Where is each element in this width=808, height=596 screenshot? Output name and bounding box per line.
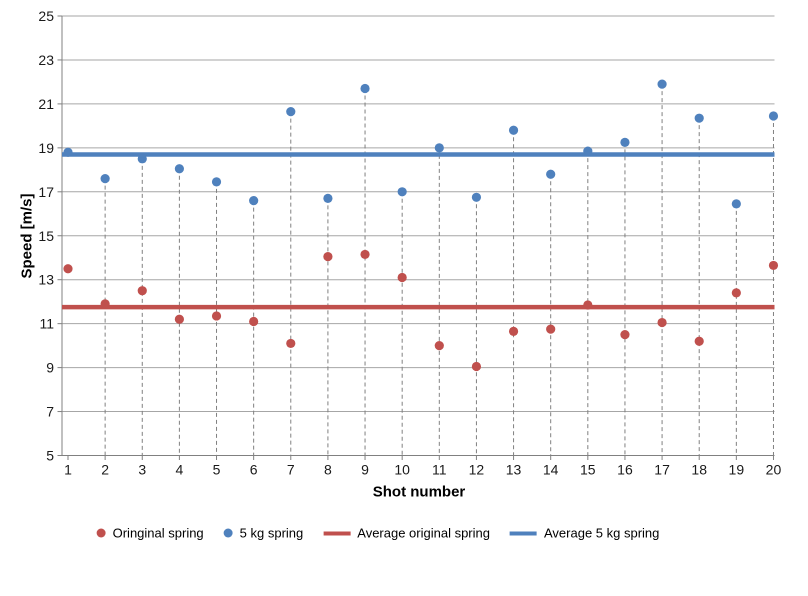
x-tick-label: 17 (654, 462, 670, 478)
y-tick-label: 23 (38, 52, 54, 68)
legend-label-average-original-spring: Average original spring (357, 525, 490, 541)
original-spring-point (63, 264, 73, 274)
original-spring-point (323, 252, 333, 262)
5kg-spring-point (694, 113, 704, 123)
5kg-spring-point (360, 83, 370, 94)
original-spring-point (434, 341, 444, 351)
original-spring-point (583, 300, 593, 310)
x-tick-label: 13 (506, 462, 522, 478)
original-spring-point (694, 336, 704, 346)
x-tick-label: 16 (617, 462, 633, 478)
x-tick-label: 19 (729, 462, 745, 478)
legend-item-average-5kg-spring: Average 5 kg spring (509, 525, 660, 541)
original-spring-point (360, 249, 370, 260)
y-tick-label: 21 (38, 96, 54, 112)
5kg-spring-point (323, 193, 333, 203)
x-tick-label: 3 (138, 462, 146, 478)
5kg-spring-point (508, 125, 519, 135)
5kg-spring-marker-icon (223, 528, 233, 538)
original-spring-point (286, 338, 296, 349)
y-axis-title: Speed [m/s] (18, 193, 36, 279)
original-spring-point (508, 326, 519, 336)
x-tick-label: 1 (64, 462, 72, 478)
average-5kg-spring-line-icon (509, 531, 537, 535)
average-original-spring-line-icon (323, 531, 351, 535)
5kg-spring-point (174, 164, 184, 174)
y-tick-label: 13 (38, 272, 54, 288)
x-tick-label: 7 (287, 462, 295, 478)
y-tick-label: 19 (38, 140, 54, 156)
x-tick-label: 6 (250, 462, 258, 478)
x-tick-label: 18 (691, 462, 707, 478)
x-tick-label: 2 (101, 462, 109, 478)
original-spring-point (657, 317, 667, 328)
5kg-spring-point (546, 169, 556, 179)
legend-item-original-spring: Oringinal spring (96, 525, 204, 541)
5kg-spring-point (137, 154, 147, 164)
x-tick-label: 12 (469, 462, 485, 478)
5kg-spring-point (768, 111, 779, 121)
y-tick-label: 9 (46, 360, 54, 376)
x-tick-label: 15 (580, 462, 596, 478)
5kg-spring-point (100, 174, 110, 184)
legend-label-5kg-spring: 5 kg spring (239, 525, 304, 541)
5kg-spring-point (731, 199, 741, 209)
original-spring-point (137, 286, 147, 296)
x-tick-label: 20 (766, 462, 782, 478)
original-spring-point (731, 288, 741, 298)
original-spring-point (100, 299, 110, 309)
legend-label-original-spring: Oringinal spring (112, 525, 204, 541)
5kg-spring-point (657, 79, 667, 89)
original-spring-point (471, 361, 482, 372)
x-tick-label: 14 (543, 462, 559, 478)
x-tick-label: 10 (394, 462, 410, 478)
original-spring-point (249, 316, 259, 327)
5kg-spring-point (211, 177, 222, 187)
y-tick-label: 17 (38, 184, 54, 200)
x-tick-label: 8 (324, 462, 332, 478)
y-tick-label: 5 (46, 448, 54, 464)
y-tick-label: 15 (38, 228, 54, 244)
5kg-spring-point (249, 195, 259, 206)
5kg-spring-point (620, 137, 630, 147)
y-tick-label: 11 (39, 316, 54, 332)
legend-item-5kg-spring: 5 kg spring (223, 525, 304, 541)
original-spring-point (397, 272, 407, 283)
x-axis-title: Shot number (372, 483, 466, 501)
x-tick-label: 5 (213, 462, 221, 478)
legend-item-average-original-spring: Average original spring (323, 526, 490, 541)
5kg-spring-point (583, 146, 593, 156)
5kg-spring-point (397, 187, 407, 197)
original-spring-point (211, 311, 222, 321)
y-tick-label: 25 (38, 8, 54, 24)
legend-label-average-5kg-spring: Average 5 kg spring (543, 525, 660, 541)
original-spring-marker-icon (96, 528, 106, 538)
5kg-spring-point (63, 147, 73, 157)
x-tick-label: 9 (361, 462, 369, 478)
x-tick-label: 4 (175, 462, 183, 478)
original-spring-point (620, 330, 630, 340)
5kg-spring-point (471, 192, 482, 202)
5kg-spring-point (434, 143, 444, 153)
original-spring-point (174, 314, 184, 324)
original-spring-point (768, 260, 779, 271)
y-tick-label: 7 (46, 404, 54, 420)
legend: Oringinal spring 5 kg spring Average ori… (96, 525, 660, 541)
5kg-spring-point (286, 106, 296, 117)
x-tick-label: 11 (432, 462, 447, 478)
original-spring-point (546, 324, 556, 334)
